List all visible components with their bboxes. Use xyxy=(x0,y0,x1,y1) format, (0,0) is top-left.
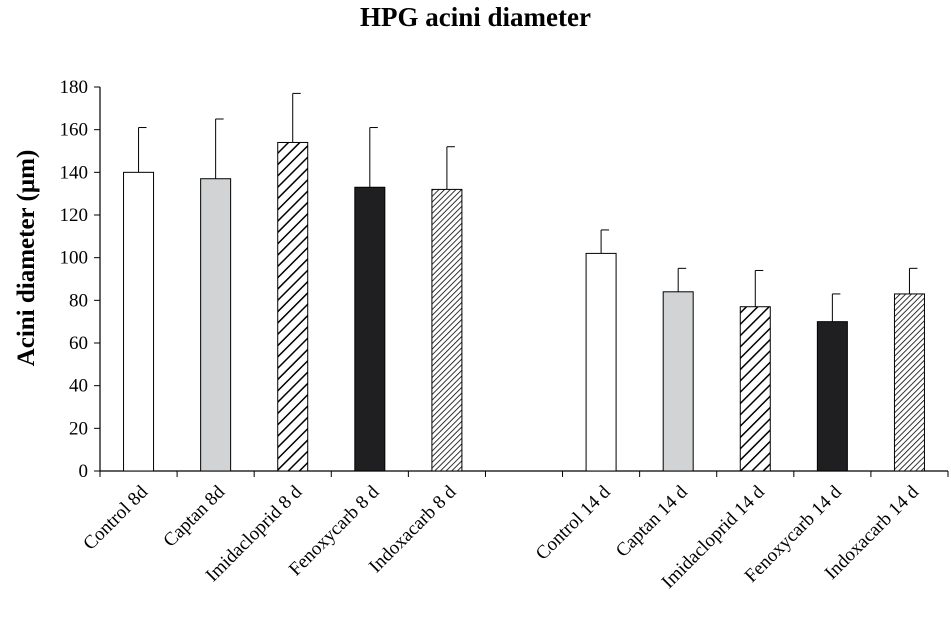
bar-indoxacarb-8-d xyxy=(431,188,463,472)
bar-fenoxycarb-8-d xyxy=(354,186,386,472)
bar-imidacloprid-8-d xyxy=(277,141,309,472)
y-tick-label: 100 xyxy=(60,248,89,269)
y-tick-label: 0 xyxy=(79,461,89,482)
chart-title: HPG acini diameter xyxy=(360,2,591,32)
bar-control-14-d xyxy=(585,252,617,472)
x-tick-label: Captan 14 d xyxy=(612,481,692,561)
x-tick-label: Captan 8d xyxy=(159,481,229,551)
y-tick-label: 60 xyxy=(69,333,88,354)
y-tick-label: 40 xyxy=(69,376,88,397)
x-tick-label: Control 8d xyxy=(79,481,152,554)
bar-indoxacarb-14-d xyxy=(893,293,925,472)
y-tick-label: 20 xyxy=(69,418,88,439)
bar-control-8d xyxy=(123,171,155,472)
y-tick-label: 160 xyxy=(60,120,89,141)
y-tick-label: 140 xyxy=(60,162,89,183)
bar-captan-14-d xyxy=(662,291,694,472)
bar-captan-8d xyxy=(200,178,232,472)
y-tick-label: 120 xyxy=(60,205,89,226)
y-tick-label: 80 xyxy=(69,290,88,311)
bar-fenoxycarb-14-d xyxy=(816,321,848,472)
y-axis-label: Acini diameter (µm) xyxy=(13,150,40,367)
y-tick-label: 180 xyxy=(60,77,89,98)
bar-imidacloprid-14-d xyxy=(739,306,771,472)
x-tick-label: Control 14 d xyxy=(532,481,615,564)
